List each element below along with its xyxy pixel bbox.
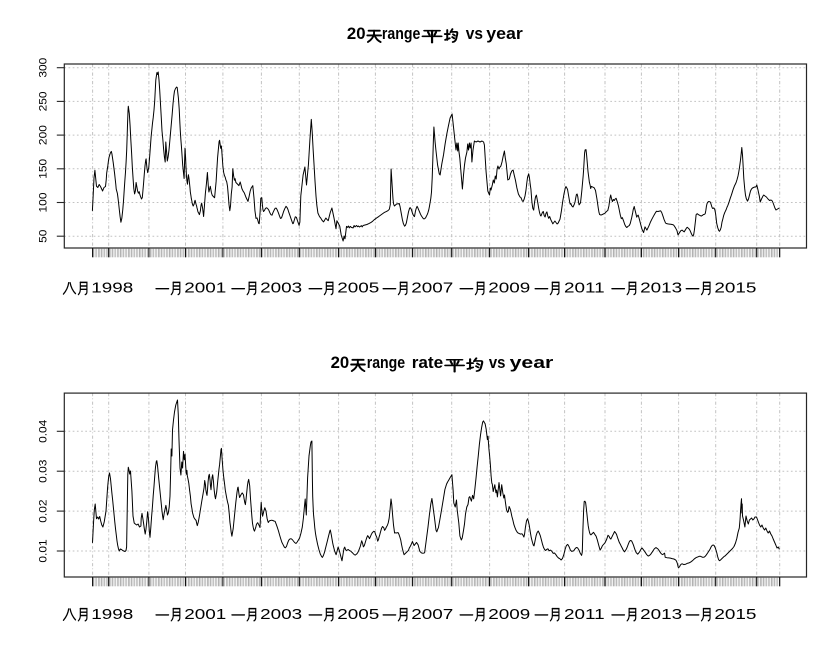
svg-text:2015: 2015 <box>714 280 756 297</box>
svg-text:150: 150 <box>37 158 50 178</box>
svg-text:2005: 2005 <box>337 606 379 623</box>
svg-text:50: 50 <box>37 229 50 243</box>
svg-text:2001: 2001 <box>184 606 226 623</box>
svg-text:2011: 2011 <box>564 280 605 297</box>
svg-text:0.04: 0.04 <box>37 419 50 443</box>
svg-text:1998: 1998 <box>91 280 133 297</box>
svg-text:100: 100 <box>37 192 50 212</box>
svg-text:2009: 2009 <box>488 606 530 623</box>
svg-text:1998: 1998 <box>91 606 133 623</box>
svg-text:0.03: 0.03 <box>37 460 50 483</box>
svg-text:2003: 2003 <box>260 280 302 297</box>
svg-text:200: 200 <box>37 125 50 145</box>
svg-text:0.02: 0.02 <box>37 499 50 522</box>
svg-text:250: 250 <box>37 91 50 111</box>
svg-text:2005: 2005 <box>337 280 379 297</box>
svg-text:0.01: 0.01 <box>37 539 50 562</box>
svg-text:2001: 2001 <box>184 280 226 297</box>
svg-text:2013: 2013 <box>640 280 682 297</box>
svg-text:rate: rate <box>412 353 444 371</box>
svg-text:year: year <box>510 354 554 372</box>
svg-text:20: 20 <box>331 354 350 372</box>
svg-text:range: range <box>382 25 420 43</box>
svg-text:2007: 2007 <box>411 280 453 297</box>
svg-text:2011: 2011 <box>564 606 605 623</box>
svg-text:range: range <box>367 354 405 372</box>
svg-text:20: 20 <box>347 25 366 43</box>
svg-text:year: year <box>486 25 523 43</box>
svg-text:vs: vs <box>489 354 506 372</box>
svg-text:300: 300 <box>37 57 50 77</box>
svg-text:2015: 2015 <box>714 606 756 623</box>
svg-text:2013: 2013 <box>640 606 682 623</box>
svg-text:vs: vs <box>466 26 483 43</box>
svg-text:2007: 2007 <box>411 606 453 623</box>
svg-text:2003: 2003 <box>260 606 302 623</box>
svg-text:2009: 2009 <box>488 280 530 297</box>
